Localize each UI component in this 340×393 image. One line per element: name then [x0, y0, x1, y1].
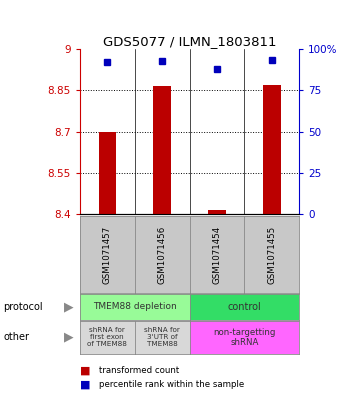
Bar: [153, 86, 171, 214]
Text: GSM1071457: GSM1071457: [103, 225, 112, 284]
Text: shRNA for
3'UTR of
TMEM88: shRNA for 3'UTR of TMEM88: [144, 327, 180, 347]
Text: control: control: [227, 302, 261, 312]
Text: GSM1071456: GSM1071456: [158, 225, 167, 284]
Text: ▶: ▶: [64, 300, 73, 314]
Title: GDS5077 / ILMN_1803811: GDS5077 / ILMN_1803811: [103, 35, 276, 48]
Text: shRNA for
first exon
of TMEM88: shRNA for first exon of TMEM88: [87, 327, 127, 347]
Text: percentile rank within the sample: percentile rank within the sample: [99, 380, 244, 389]
Text: TMEM88 depletion: TMEM88 depletion: [93, 303, 176, 311]
Text: GSM1071455: GSM1071455: [267, 225, 276, 284]
Bar: [263, 85, 280, 214]
Text: GSM1071454: GSM1071454: [212, 225, 221, 284]
Text: protocol: protocol: [3, 302, 43, 312]
Text: ■: ■: [80, 379, 90, 389]
Bar: [208, 210, 226, 214]
Bar: [99, 132, 116, 214]
Text: other: other: [3, 332, 29, 342]
Text: non-targetting
shRNA: non-targetting shRNA: [213, 328, 275, 347]
Text: ■: ■: [80, 365, 90, 376]
Text: transformed count: transformed count: [99, 366, 179, 375]
Text: ▶: ▶: [64, 331, 73, 344]
